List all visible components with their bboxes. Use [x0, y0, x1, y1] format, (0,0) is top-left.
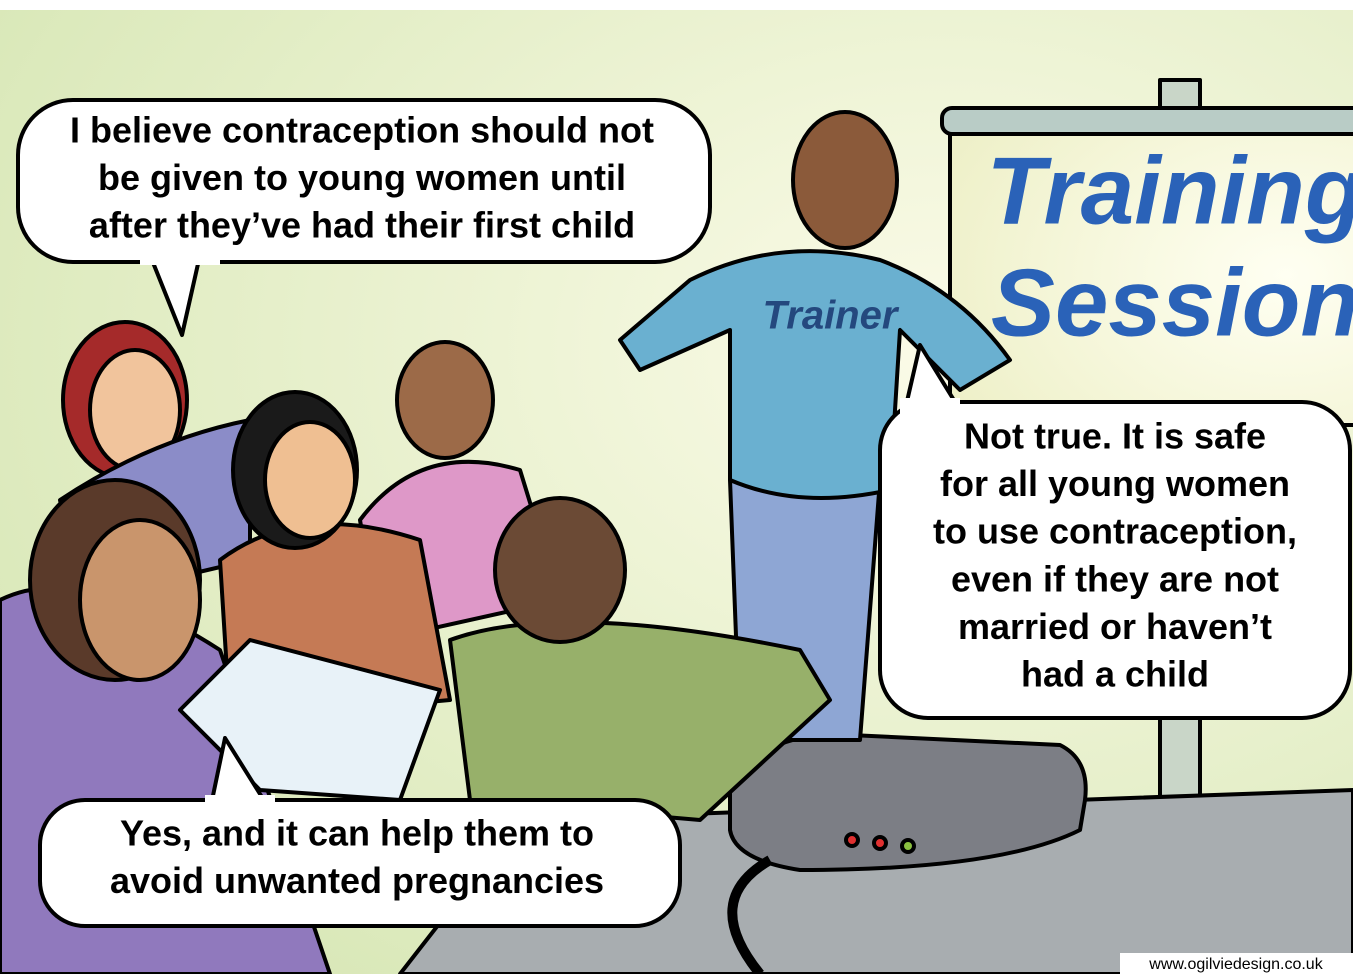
board-title: Training — [987, 137, 1353, 244]
bubble-line: married or haven’t — [958, 606, 1272, 647]
projector-light — [846, 834, 858, 846]
bubble-line: for all young women — [940, 463, 1290, 504]
bubble-line: even if they are not — [951, 558, 1279, 599]
bubble-line: I believe contraception should not — [70, 110, 654, 151]
bubble-line: had a child — [1021, 654, 1209, 695]
chart-bar — [942, 108, 1353, 134]
bubble-join — [205, 795, 275, 813]
shirt-label: Trainer — [763, 294, 900, 338]
bubble-line: Yes, and it can help them to — [120, 813, 594, 854]
projector-light — [874, 837, 886, 849]
person-head — [265, 422, 355, 538]
bubble-line: avoid unwanted pregnancies — [110, 860, 604, 901]
bubble-join — [140, 245, 220, 265]
person-head — [397, 342, 493, 458]
credit: www.ogilviedesign.co.uk — [1148, 956, 1323, 973]
bubble-line: to use contraception, — [933, 511, 1297, 552]
person-head — [495, 498, 625, 642]
bubble-line: Not true. It is safe — [964, 416, 1266, 457]
illustration: Training Session Trainer I believe contr… — [0, 0, 1353, 974]
bubble-join — [900, 398, 960, 418]
board-title: Session — [991, 249, 1353, 356]
bubble-line: be given to young women until — [98, 157, 626, 198]
projector-light — [902, 840, 914, 852]
person-head — [80, 520, 200, 680]
bubble-line: after they’ve had their first child — [89, 205, 635, 246]
page: Training Session Trainer I believe contr… — [0, 0, 1353, 974]
trainer-head — [793, 112, 897, 248]
